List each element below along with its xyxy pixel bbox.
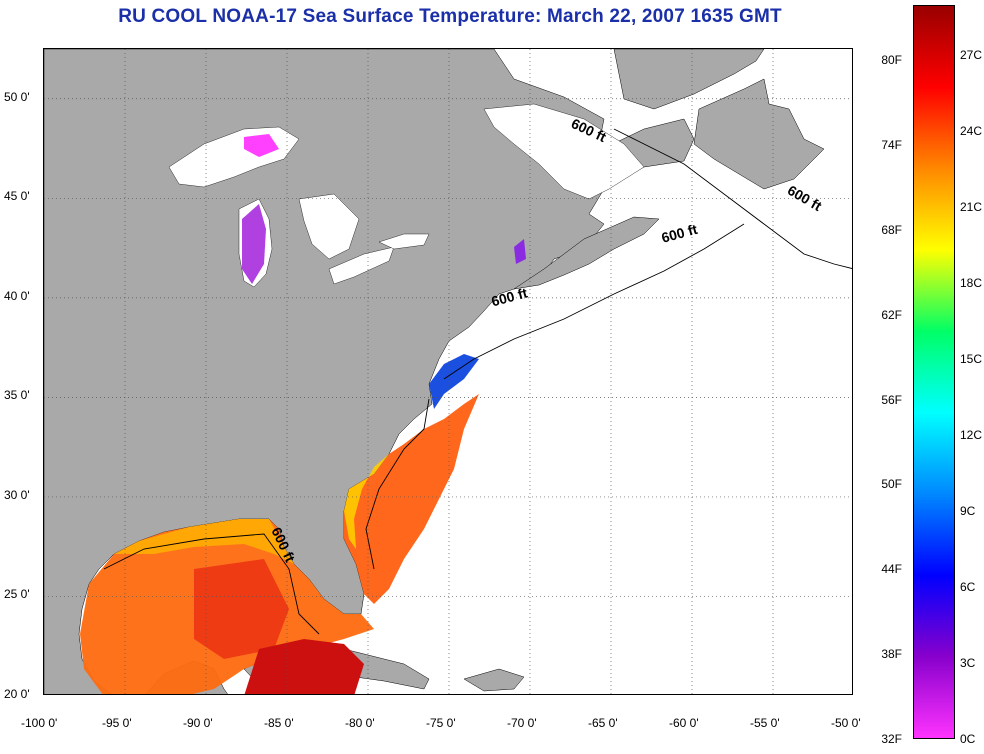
latitude-tick-label: 45 0': [4, 189, 30, 204]
colorbar-celsius-label: 12C: [960, 428, 983, 442]
colorbar-celsius-label: 15C: [960, 352, 983, 366]
colorbar-celsius-label: 21C: [960, 200, 983, 214]
contour-600ft: [103, 128, 852, 635]
lake-ontario: [378, 233, 430, 250]
sst-atlantic-gulf-stream: [344, 394, 479, 604]
colorbar-fahrenheit-label: 32F: [881, 732, 902, 746]
contour-label: 600 ft: [660, 221, 700, 246]
colorbar-celsius-label: 9C: [960, 504, 976, 518]
colorbar-celsius-label: 3C: [960, 656, 976, 670]
sst-caribbean: [244, 639, 364, 694]
longitude-tick-label: -75 0': [426, 716, 456, 730]
sst-map[interactable]: 600 ft 600 ft 600 ft 600 ft 600 ft: [43, 48, 853, 695]
longitude-tick-label: -60 0': [669, 716, 699, 730]
colorbar-fahrenheit-label: 56F: [881, 392, 902, 407]
longitude-tick-label: -85 0': [264, 716, 294, 730]
nova-scotia: [513, 216, 660, 290]
longitude-tick-label: -70 0': [507, 716, 537, 730]
latitude-tick-label: 30 0': [4, 487, 30, 502]
colorbar-fahrenheit-label: 74F: [881, 137, 902, 152]
longitude-tick-label: -90 0': [183, 716, 213, 730]
sst-gulf-coast-warm: [114, 519, 294, 564]
labrador: [613, 49, 765, 110]
colorbar-fahrenheit-label: 68F: [881, 222, 902, 237]
colorbar-fahrenheit-label: 80F: [881, 53, 902, 67]
latitude-tick-label: 20 0': [4, 687, 30, 701]
lake-huron: [298, 193, 360, 260]
colorbar-celsius-label: 0C: [960, 732, 976, 746]
longitude-tick-label: -80 0': [345, 716, 375, 730]
colorbar-fahrenheit-label: 62F: [881, 307, 902, 322]
newfoundland: [693, 78, 825, 190]
longitude-tick-label: -55 0': [750, 716, 780, 730]
hispaniola: [463, 668, 525, 692]
longitude-tick-label: -50 0': [831, 716, 861, 730]
sst-gulf-deep-red: [194, 559, 289, 659]
graticule: [44, 49, 852, 694]
latitude-tick-label: 25 0': [4, 587, 30, 602]
sst-lake-michigan: [242, 204, 266, 284]
latitude-tick-label: 35 0': [4, 388, 30, 403]
map-title: RU COOL NOAA-17 Sea Surface Temperature:…: [118, 6, 782, 27]
sst-carolina-shelf: [344, 454, 389, 549]
longitude-tick-label: -65 0': [588, 716, 618, 730]
temperature-colorbar: [913, 5, 955, 739]
colorbar-celsius-label: 18C: [960, 276, 983, 290]
colorbar-fahrenheit-label: 44F: [881, 562, 902, 577]
colorbar-fahrenheit-label: 50F: [881, 477, 902, 492]
contour-label: 600 ft: [785, 182, 825, 214]
sst-gulf-of-maine: [514, 239, 526, 264]
colorbar-celsius-label: 27C: [960, 48, 983, 62]
colorbar-celsius-label: 6C: [960, 580, 976, 594]
sst-mid-atlantic-cold: [429, 354, 479, 409]
lake-erie: [328, 246, 395, 285]
latitude-tick-label: 50 0': [4, 89, 30, 104]
sst-lake-superior-patch: [244, 134, 279, 157]
longitude-tick-label: -100 0': [21, 716, 58, 730]
colorbar-celsius-label: 24C: [960, 124, 983, 138]
longitude-tick-label: -95 0': [102, 716, 132, 730]
gulf-of-st-lawrence: [483, 103, 645, 200]
colorbar-fahrenheit-label: 38F: [881, 647, 902, 662]
latitude-tick-label: 40 0': [4, 288, 30, 303]
